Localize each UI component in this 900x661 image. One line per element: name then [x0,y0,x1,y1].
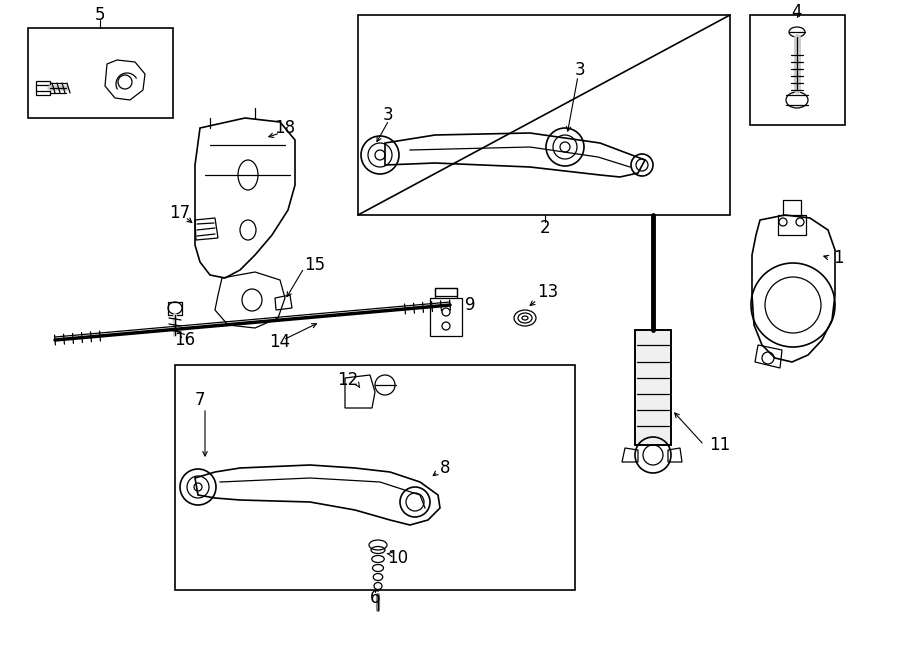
Text: 4: 4 [792,3,802,21]
Text: 1: 1 [832,249,843,267]
Bar [430,298,462,336]
Text: 9: 9 [464,296,475,314]
Text: 10: 10 [387,549,409,567]
Text: 13: 13 [537,283,559,301]
Text: 12: 12 [338,371,358,389]
Text: 8: 8 [440,459,450,477]
Bar [28,28,173,118]
Bar [635,330,671,445]
Text: 16: 16 [175,331,195,349]
Text: 7: 7 [194,391,205,409]
Bar [750,15,845,125]
Bar [635,330,671,445]
Bar [435,288,457,296]
Text: 17: 17 [169,204,191,222]
Text: 15: 15 [304,256,326,274]
Text: 6: 6 [370,589,380,607]
Text: 14: 14 [269,333,291,351]
Text: 3: 3 [382,106,393,124]
Bar [778,215,806,235]
Text: 11: 11 [709,436,731,454]
Text: 18: 18 [274,119,295,137]
Text: 5: 5 [94,6,105,24]
Bar [175,365,575,590]
Text: 2: 2 [540,219,550,237]
Text: 3: 3 [575,61,585,79]
